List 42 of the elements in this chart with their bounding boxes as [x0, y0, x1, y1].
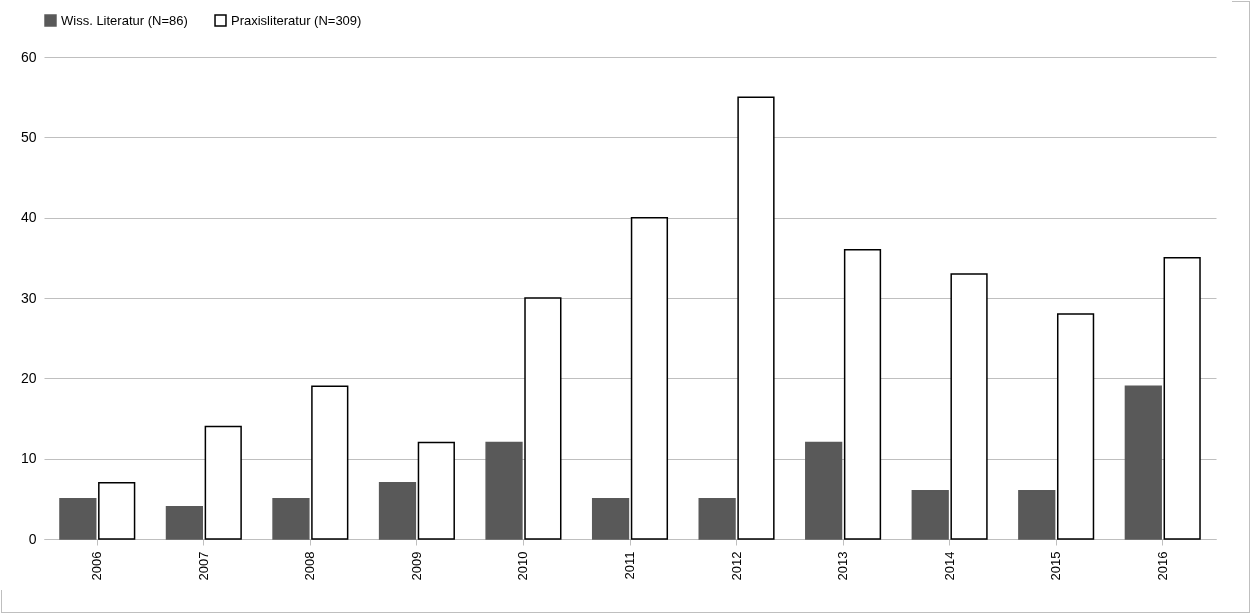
- x-tick-label: 2010: [515, 551, 531, 581]
- bar: [950, 273, 988, 540]
- bar: [911, 490, 949, 540]
- x-tick-label: 2014: [941, 551, 957, 581]
- bar: [1056, 313, 1095, 540]
- bar: [204, 425, 242, 540]
- bar: [98, 482, 136, 540]
- bar: [311, 385, 349, 540]
- bar: [1124, 385, 1162, 540]
- x-tick-label: 2006: [89, 551, 105, 581]
- bar: [485, 441, 523, 540]
- bar: [165, 506, 204, 540]
- legend-label: Wiss. Literatur (N=86): [61, 12, 188, 28]
- bar: [417, 441, 455, 540]
- x-tick-label: 2008: [302, 551, 318, 581]
- bar: [524, 297, 562, 540]
- y-tick-label: 60: [20, 48, 37, 65]
- x-tick-label: 2013: [835, 551, 851, 581]
- x-tick-label: 2007: [195, 551, 211, 581]
- bar: [591, 498, 630, 540]
- x-tick-label: 2011: [622, 551, 637, 580]
- bar: [272, 498, 310, 540]
- y-tick-label: 30: [20, 289, 37, 306]
- y-tick-label: 50: [20, 128, 37, 145]
- x-tick-label: 2015: [1048, 551, 1064, 581]
- y-tick-label: 20: [20, 369, 37, 386]
- bar: [630, 216, 669, 540]
- bar: [737, 96, 775, 540]
- y-tick-label: 10: [20, 450, 37, 467]
- x-tick-label: 2016: [1154, 551, 1170, 581]
- y-tick-label: 40: [20, 209, 37, 226]
- bar: [805, 441, 843, 540]
- x-tick-label: 2009: [408, 551, 424, 581]
- legend-label: Praxisliteratur (N=309): [231, 12, 362, 28]
- bar: [1018, 490, 1056, 540]
- bar: [698, 498, 736, 540]
- bar: [1163, 257, 1201, 540]
- bar: [843, 249, 882, 540]
- x-tick-label: 2012: [728, 551, 744, 581]
- bar: [378, 482, 417, 540]
- bar: [59, 498, 97, 540]
- y-tick-label: 0: [28, 530, 37, 547]
